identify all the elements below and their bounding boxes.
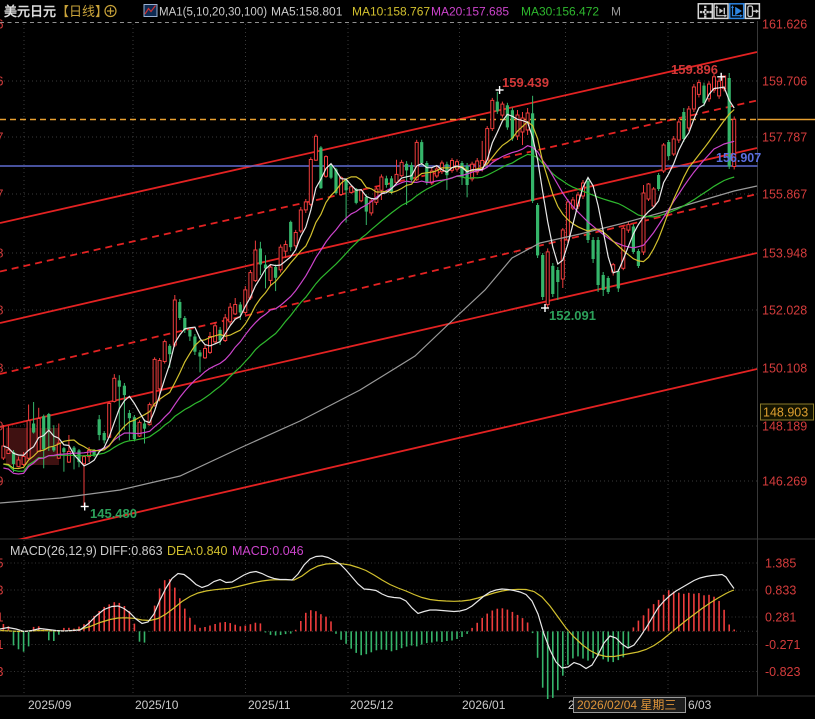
svg-text:2026/01: 2026/01	[462, 698, 506, 712]
svg-text:2: 2	[568, 698, 575, 712]
svg-text:MA20:157.685: MA20:157.685	[431, 5, 509, 19]
svg-text:6: 6	[0, 18, 4, 32]
svg-text:159.896: 159.896	[671, 62, 718, 77]
svg-text:DEA:0.840: DEA:0.840	[167, 544, 228, 558]
svg-text:MA30:156.472: MA30:156.472	[521, 5, 599, 19]
svg-text:M: M	[611, 5, 621, 19]
svg-text:8: 8	[0, 362, 4, 376]
svg-text:1.385: 1.385	[765, 557, 796, 571]
svg-text:MA10:158.767: MA10:158.767	[352, 5, 430, 19]
svg-text:2025/10: 2025/10	[135, 698, 179, 712]
svg-text:MACD:0.046: MACD:0.046	[232, 544, 304, 558]
svg-text:157.787: 157.787	[762, 131, 807, 145]
svg-text:2025/11: 2025/11	[248, 698, 291, 712]
svg-text:8: 8	[0, 247, 4, 261]
svg-text:9: 9	[0, 475, 4, 489]
svg-text:1: 1	[0, 611, 4, 625]
svg-text:6: 6	[0, 75, 4, 89]
svg-text:155.867: 155.867	[762, 188, 807, 202]
svg-text:-0.271: -0.271	[765, 638, 800, 652]
svg-text:1: 1	[0, 638, 4, 652]
svg-text:152.028: 152.028	[762, 304, 807, 318]
svg-text:0.833: 0.833	[765, 584, 796, 598]
svg-text:159.706: 159.706	[762, 75, 807, 89]
svg-text:148.903: 148.903	[763, 406, 808, 420]
svg-text:3: 3	[0, 665, 4, 679]
svg-text:DIFF:0.863: DIFF:0.863	[100, 544, 163, 558]
svg-text:7: 7	[0, 131, 4, 145]
svg-text:145.480: 145.480	[90, 506, 137, 521]
svg-text:5: 5	[0, 557, 4, 571]
svg-text:152.091: 152.091	[549, 308, 596, 323]
svg-text:0.281: 0.281	[765, 611, 796, 625]
svg-text:2026/02/04 星期三: 2026/02/04 星期三	[577, 698, 676, 712]
svg-text:159.439: 159.439	[502, 75, 549, 90]
svg-text:美元日元: 美元日元	[4, 4, 56, 19]
svg-text:2025/12: 2025/12	[350, 698, 394, 712]
svg-text:9: 9	[0, 420, 4, 434]
svg-text:-0.823: -0.823	[765, 665, 800, 679]
svg-text:【日线】: 【日线】	[56, 4, 108, 19]
svg-text:148.189: 148.189	[762, 420, 807, 434]
svg-text:146.269: 146.269	[762, 475, 807, 489]
svg-text:156.907: 156.907	[716, 151, 761, 165]
svg-text:MACD(26,12,9): MACD(26,12,9)	[10, 544, 97, 558]
svg-text:2025/09: 2025/09	[28, 698, 72, 712]
svg-text:7: 7	[0, 188, 4, 202]
svg-text:6/03: 6/03	[688, 698, 712, 712]
svg-text:MA5:158.801: MA5:158.801	[271, 5, 343, 19]
svg-text:150.108: 150.108	[762, 362, 807, 376]
svg-text:8: 8	[0, 304, 4, 318]
svg-text:153.948: 153.948	[762, 247, 807, 261]
svg-text:161.626: 161.626	[762, 18, 807, 32]
svg-text:3: 3	[0, 584, 4, 598]
svg-text:MA1(5,10,20,30,100): MA1(5,10,20,30,100)	[159, 7, 267, 19]
